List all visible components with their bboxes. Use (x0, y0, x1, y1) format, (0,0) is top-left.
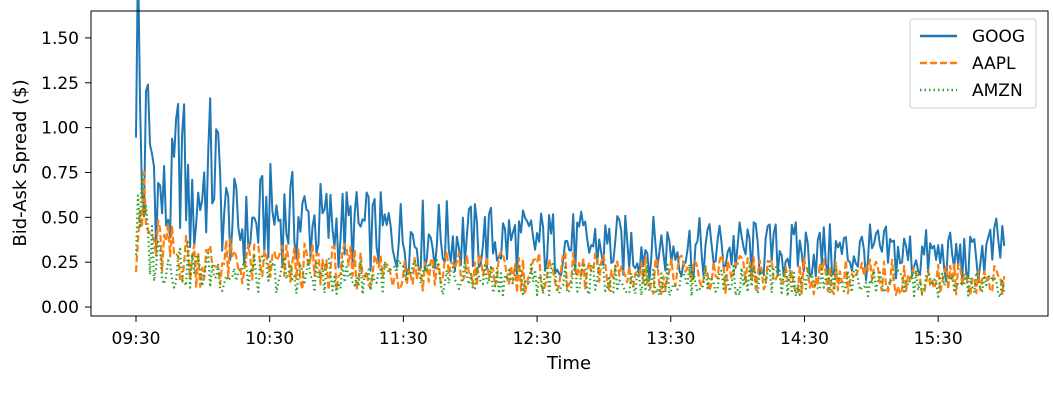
y-tick-label: 0.50 (41, 208, 79, 228)
y-tick-label: 1.00 (41, 119, 79, 139)
y-tick-label: 0.25 (41, 253, 79, 273)
legend-frame (909, 18, 1037, 109)
x-tick-label: 12:30 (513, 329, 562, 349)
x-tick-label: 15:30 (914, 329, 963, 349)
legend: GOOG AAPL AMZN (909, 18, 1037, 109)
legend-label-aapl: AAPL (972, 54, 1016, 74)
x-tick-label: 13:30 (646, 329, 695, 349)
y-tick-label: 0.00 (41, 298, 79, 318)
x-tick-label: 11:30 (379, 329, 428, 349)
series-line-goog (135, 0, 1006, 283)
legend-label-amzn: AMZN (972, 81, 1023, 101)
series-layer (134, 0, 1006, 299)
series-line-aapl (134, 170, 1006, 297)
plot-frame (90, 10, 1049, 317)
y-axis-label: Bid-Ask Spread ($) (10, 79, 31, 246)
y-tick-label: 1.50 (41, 29, 79, 49)
legend-label-goog: GOOG (972, 27, 1025, 47)
y-tick-label: 0.75 (41, 163, 79, 183)
x-axis: 09:30 10:30 11:30 12:30 13:30 14:30 15:30 (112, 316, 963, 349)
x-axis-label: Time (546, 353, 591, 374)
y-tick-label: 1.25 (41, 74, 79, 94)
x-tick-label: 09:30 (112, 329, 161, 349)
x-tick-label: 14:30 (780, 329, 829, 349)
x-tick-label: 10:30 (245, 329, 294, 349)
y-axis: 0.00 0.25 0.50 0.75 1.00 1.25 1.50 (41, 29, 91, 318)
series-line-amzn (134, 171, 1006, 299)
